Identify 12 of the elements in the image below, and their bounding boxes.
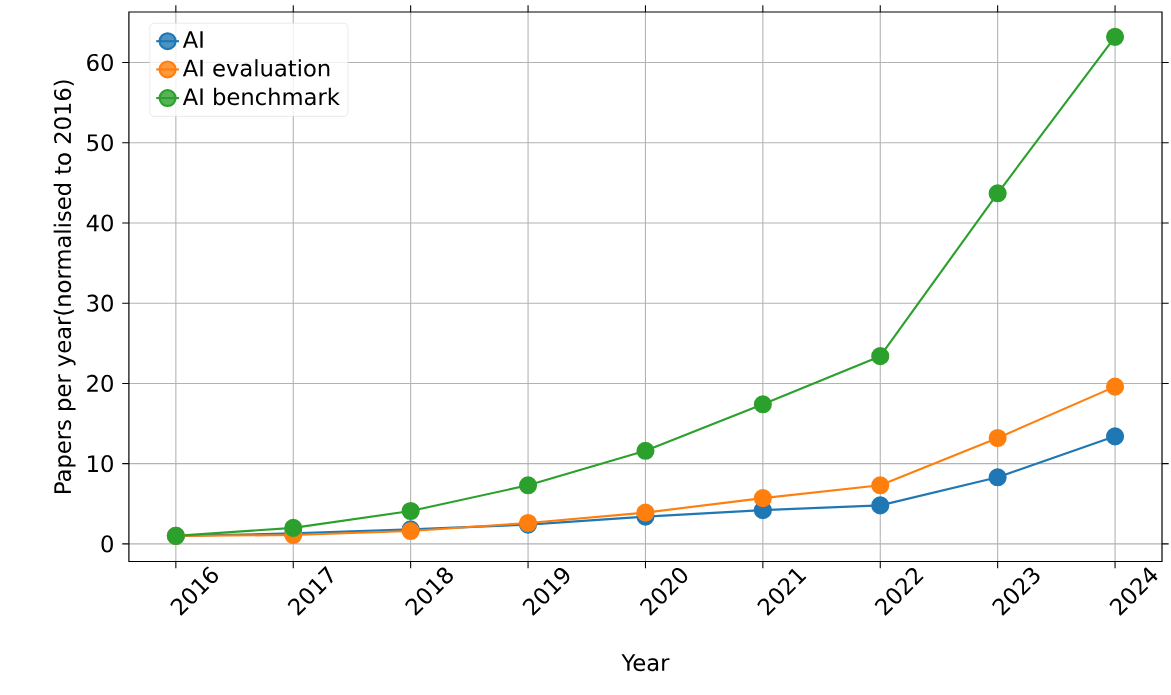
y-tick-label: 60 [87,53,113,71]
y-tick-label: 30 [87,294,113,312]
y-axis-title: Papers per year(normalised to 2016) [53,80,76,493]
legend-label: AI [182,31,203,48]
legend-label: AI evaluation [182,58,330,77]
x-axis-title: Year [621,654,670,671]
y-tick-label: 40 [86,214,113,232]
y-tick-label: 20 [87,374,113,392]
legend-label: AI benchmark [182,87,340,106]
y-tick-label: 50 [87,133,113,152]
y-tick-label: 0 [101,535,113,553]
y-tick-label: 10 [88,454,113,472]
